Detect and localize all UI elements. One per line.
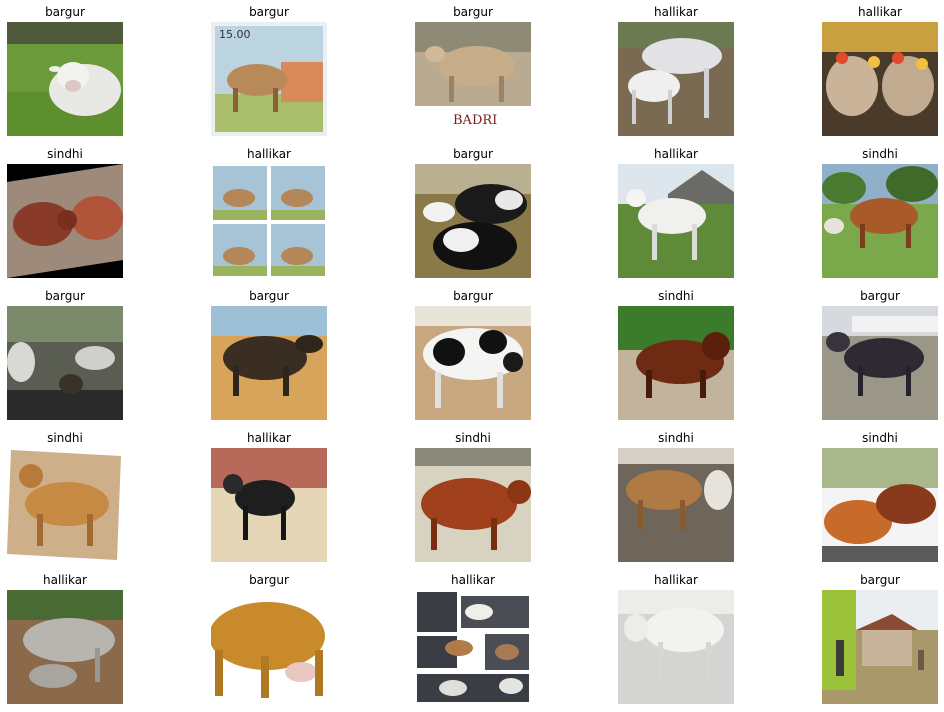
- cattle-photo: BADRI: [415, 22, 531, 136]
- grid-cell-3-4: sindhi: [822, 426, 938, 562]
- cell-label: bargur: [453, 147, 493, 161]
- cell-label: sindhi: [658, 289, 694, 303]
- cell-label: hallikar: [43, 573, 87, 587]
- grid-cell-0-2: bargur BADRI: [415, 0, 531, 136]
- cattle-photo: [211, 590, 327, 704]
- grid-cell-0-0: bargur: [7, 0, 123, 136]
- cattle-photo: [211, 306, 327, 420]
- cell-label: hallikar: [654, 147, 698, 161]
- cell-label: hallikar: [858, 5, 902, 19]
- cell-label: bargur: [249, 573, 289, 587]
- cattle-photo: [618, 448, 734, 562]
- cattle-photo: [7, 306, 123, 420]
- cell-label: bargur: [860, 573, 900, 587]
- grid-cell-4-4: bargur: [822, 568, 938, 704]
- cattle-photo: [7, 164, 123, 278]
- cell-label: sindhi: [47, 147, 83, 161]
- cattle-photo: [7, 22, 123, 136]
- cattle-photo: [822, 306, 938, 420]
- grid-cell-1-4: sindhi: [822, 142, 938, 278]
- cattle-photo: [822, 22, 938, 136]
- cell-label: hallikar: [654, 5, 698, 19]
- cattle-stamp-photo: 15.00: [211, 22, 327, 136]
- grid-cell-1-3: hallikar: [618, 142, 734, 278]
- cattle-stamp-sheet: [211, 164, 327, 278]
- grid-cell-3-0: sindhi: [7, 426, 123, 562]
- cell-label: bargur: [45, 5, 85, 19]
- village-scene-photo: [822, 590, 938, 704]
- cattle-photo: [618, 306, 734, 420]
- grid-cell-4-1: bargur: [211, 568, 327, 704]
- grid-cell-2-3: sindhi: [618, 284, 734, 420]
- cattle-photo: [7, 448, 123, 562]
- cattle-photo: [415, 164, 531, 278]
- grid-cell-1-1: hallikar: [211, 142, 327, 278]
- cell-label: hallikar: [247, 147, 291, 161]
- cell-label: sindhi: [658, 431, 694, 445]
- cell-label: bargur: [860, 289, 900, 303]
- cattle-photo: [7, 590, 123, 704]
- cell-label: bargur: [249, 289, 289, 303]
- grid-cell-2-2: bargur: [415, 284, 531, 420]
- cell-label: bargur: [45, 289, 85, 303]
- cell-label: sindhi: [862, 147, 898, 161]
- cell-label: sindhi: [455, 431, 491, 445]
- grid-cell-4-2: hallikar: [415, 568, 531, 704]
- cell-label: sindhi: [862, 431, 898, 445]
- cattle-photo: [211, 448, 327, 562]
- cattle-photo: [415, 448, 531, 562]
- grid-cell-1-0: sindhi: [7, 142, 123, 278]
- grid-cell-4-0: hallikar: [7, 568, 123, 704]
- cell-label: bargur: [453, 289, 493, 303]
- grid-cell-4-3: hallikar: [618, 568, 734, 704]
- cell-label: sindhi: [47, 431, 83, 445]
- photo-caption-text: BADRI: [453, 113, 497, 128]
- cell-label: hallikar: [247, 431, 291, 445]
- cattle-photo: [618, 22, 734, 136]
- stamp-value-text: 15.00: [219, 28, 251, 41]
- grid-cell-2-1: bargur: [211, 284, 327, 420]
- cattle-photo: [822, 448, 938, 562]
- cell-label: bargur: [453, 5, 493, 19]
- cell-label: bargur: [249, 5, 289, 19]
- grid-cell-2-0: bargur: [7, 284, 123, 420]
- grid-cell-0-4: hallikar: [822, 0, 938, 136]
- cattle-photo: [618, 590, 734, 704]
- grid-cell-3-3: sindhi: [618, 426, 734, 562]
- grid-cell-0-1: bargur 15.00: [211, 0, 327, 136]
- cell-label: hallikar: [654, 573, 698, 587]
- grid-cell-0-3: hallikar: [618, 0, 734, 136]
- grid-cell-3-1: hallikar: [211, 426, 327, 562]
- grid-cell-3-2: sindhi: [415, 426, 531, 562]
- grid-cell-1-2: bargur: [415, 142, 531, 278]
- cattle-photo: [415, 306, 531, 420]
- cell-label: hallikar: [451, 573, 495, 587]
- grid-cell-2-4: bargur: [822, 284, 938, 420]
- cattle-collage: [415, 590, 531, 704]
- cattle-photo: [618, 164, 734, 278]
- cattle-photo: [822, 164, 938, 278]
